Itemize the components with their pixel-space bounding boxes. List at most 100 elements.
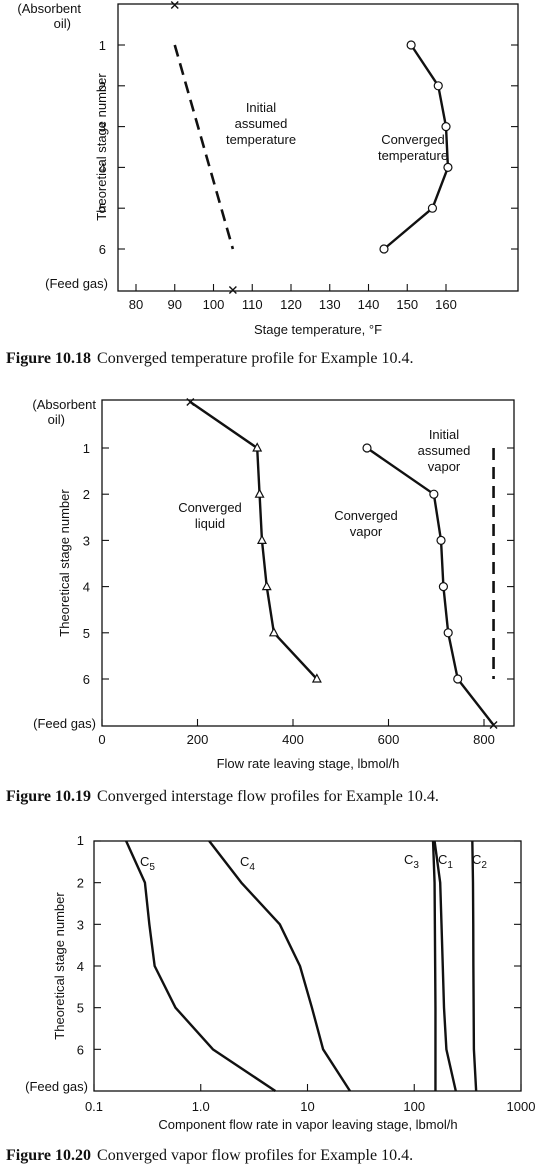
series-label-c2: C2 xyxy=(472,852,487,871)
top-label-line-1: (Absorbent xyxy=(32,397,96,412)
cross-marker xyxy=(186,398,195,406)
x-tick-label: 200 xyxy=(187,732,209,747)
series-label-line: Initial xyxy=(429,427,459,442)
circle-marker xyxy=(429,489,439,499)
converged-temperature-line xyxy=(383,44,450,250)
circle-marker xyxy=(406,40,416,50)
x-tick-label: 90 xyxy=(168,297,182,312)
cross-marker xyxy=(170,1,179,9)
component-c2-line xyxy=(471,840,478,1092)
x-tick-label: 100 xyxy=(203,297,225,312)
circle-marker xyxy=(427,203,438,213)
series-label-line: assumed xyxy=(418,443,471,458)
caption-text: Converged interstage flow profiles for E… xyxy=(97,788,439,805)
x-tick-label: 1.0 xyxy=(192,1099,210,1114)
converged-liquid-line xyxy=(189,401,318,680)
y-tick-label: 1 xyxy=(83,441,90,456)
caption-text: Converged temperature profile for Exampl… xyxy=(97,350,413,367)
y-tick-label: 3 xyxy=(99,120,106,135)
caption: Figure 10.18 Converged temperature profil… xyxy=(6,350,414,367)
x-tick-label: 150 xyxy=(396,297,418,312)
converged-vapor-line xyxy=(366,447,495,726)
top-label-line-1: (Absorbent xyxy=(17,1,81,16)
series-label-c5: C5 xyxy=(140,854,155,873)
circle-marker xyxy=(443,628,453,638)
figure-10-18: 80 90 100 110 120 130 140 150 160 1 2 3 4 5 6 Initiala… xyxy=(6,1,519,367)
plot-frame xyxy=(101,399,515,727)
series-label-subscript: 2 xyxy=(481,860,487,871)
y-tick-label: 1 xyxy=(77,833,84,848)
x-tick-label: 160 xyxy=(435,297,457,312)
y-tick-label: 6 xyxy=(77,1042,84,1057)
circle-marker xyxy=(433,81,443,91)
series-label-base: C xyxy=(140,854,149,869)
series-label-line: temperature xyxy=(226,132,296,147)
y-axis-label: Theoretical stage number xyxy=(94,73,109,221)
series-label-base: C xyxy=(240,854,249,869)
triangle-marker xyxy=(254,488,265,498)
series-label-subscript: 4 xyxy=(249,862,255,873)
series-label-c4: C4 xyxy=(240,854,255,873)
y-tick-label: 4 xyxy=(83,580,90,595)
series-label-line: Converged xyxy=(381,132,445,147)
x-tick-label: 800 xyxy=(473,732,495,747)
bottom-label: (Feed gas) xyxy=(45,276,108,291)
caption-number: Figure 10.18 xyxy=(6,350,91,367)
triangle-marker xyxy=(256,534,267,544)
initial-temperature-line xyxy=(173,44,235,250)
cross-marker xyxy=(228,286,237,294)
y-tick-label: 2 xyxy=(77,876,84,891)
x-tick-label: 400 xyxy=(282,732,304,747)
top-label-line-2: oil) xyxy=(54,16,71,31)
x-tick-label: 0.1 xyxy=(85,1099,103,1114)
circle-marker xyxy=(438,581,449,592)
series-label-c3: C3 xyxy=(404,852,419,871)
series-label-line: vapor xyxy=(350,524,383,539)
bottom-label: (Feed gas) xyxy=(25,1079,88,1094)
triangle-marker xyxy=(268,627,279,637)
x-tick-label: 140 xyxy=(358,297,380,312)
component-c5-line xyxy=(125,840,277,1092)
circle-marker xyxy=(362,443,372,453)
x-axis-label: Stage temperature, °F xyxy=(254,322,382,337)
y-axis-label: Theoretical stage number xyxy=(52,892,67,1040)
series-label-subscript: 3 xyxy=(413,860,419,871)
series-label-line: temperature xyxy=(378,148,448,163)
x-axis-label: Flow rate leaving stage, lbmol/h xyxy=(217,756,400,771)
caption-number: Figure 10.20 xyxy=(6,1147,91,1164)
component-c4-line xyxy=(208,840,351,1092)
y-tick-label: 6 xyxy=(83,672,90,687)
series-label-base: C xyxy=(472,852,481,867)
caption-number: Figure 10.19 xyxy=(6,788,91,805)
series-label-line: Initial xyxy=(246,100,276,115)
y-tick-label: 4 xyxy=(77,959,84,974)
series-label-line: assumed xyxy=(235,116,288,131)
y-tick-label: 2 xyxy=(83,487,90,502)
series-label-line: Converged xyxy=(334,508,398,523)
plot-frame xyxy=(117,3,519,292)
circle-marker xyxy=(379,244,389,254)
y-tick-label: 6 xyxy=(99,242,106,257)
circle-marker xyxy=(436,535,446,546)
triangle-marker xyxy=(252,442,263,452)
x-tick-label: 130 xyxy=(319,297,341,312)
circle-marker xyxy=(441,121,451,132)
x-tick-label: 1000 xyxy=(507,1099,536,1114)
x-tick-label: 100 xyxy=(403,1099,425,1114)
x-tick-label: 120 xyxy=(280,297,302,312)
caption: Figure 10.20 Converged vapor flow profile… xyxy=(6,1147,413,1164)
x-tick-label: 10 xyxy=(300,1099,314,1114)
series-label-base: C xyxy=(438,852,447,867)
y-tick-label: 3 xyxy=(83,533,90,548)
triangle-marker xyxy=(311,673,322,683)
series-label-base: C xyxy=(404,852,413,867)
series-label-line: Converged xyxy=(178,500,242,515)
series-label-c1: C1 xyxy=(438,852,453,871)
series-label-subscript: 1 xyxy=(447,860,453,871)
triangle-marker xyxy=(261,580,272,591)
cross-marker xyxy=(489,721,498,729)
x-tick-label: 80 xyxy=(129,297,143,312)
